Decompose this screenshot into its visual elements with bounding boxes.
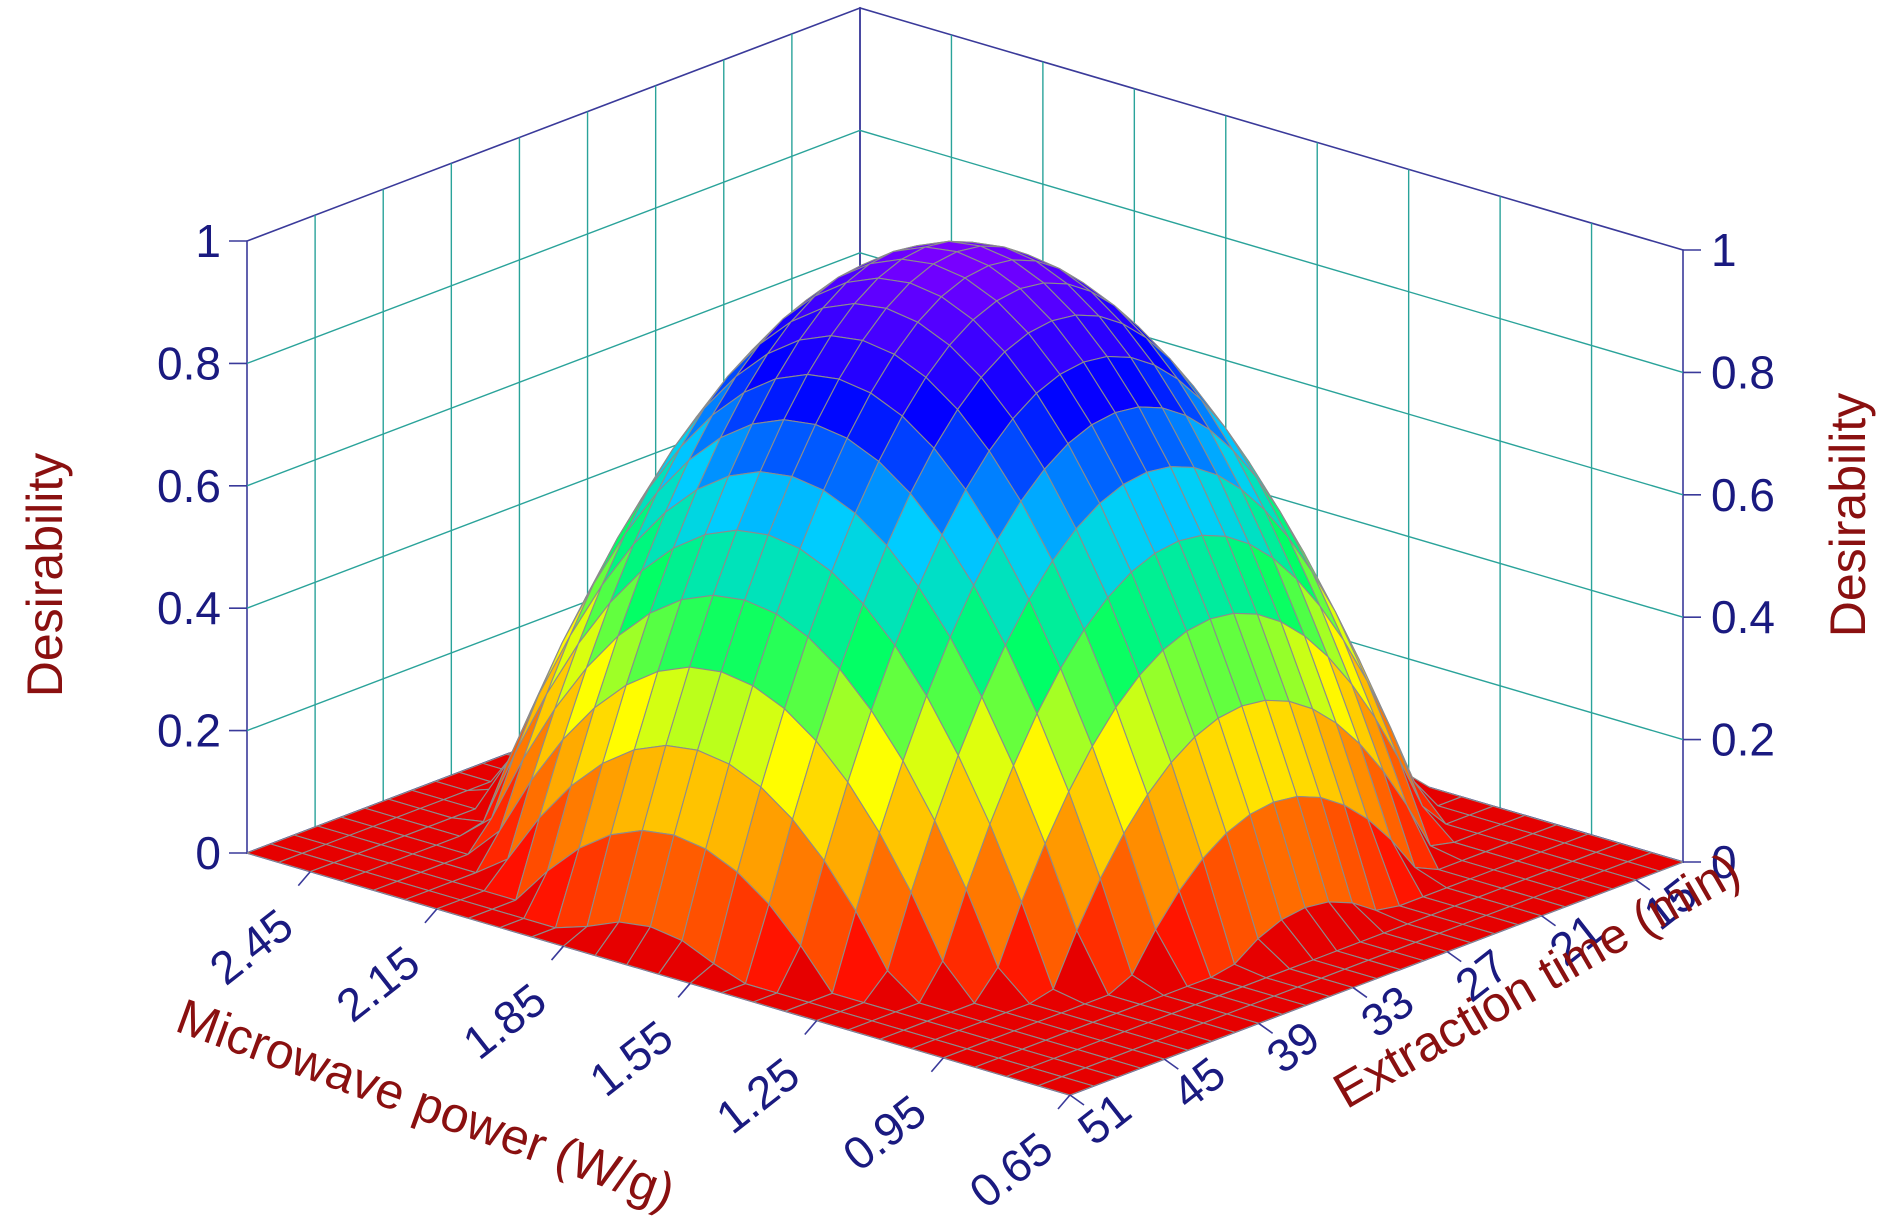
z-tick-label-right: 0.4 [1711,591,1775,643]
y-tick-label: 45 [1162,1047,1234,1119]
z-tick-label-right: 0.2 [1711,714,1775,766]
x-tick [930,1057,944,1073]
z-tick-label-left: 0.8 [157,337,221,389]
z-axis-title-right: Desirability [1820,393,1876,638]
response-surface [245,240,1685,1096]
z-tick-label-right: 0.8 [1711,346,1775,398]
y-tick [1163,1058,1179,1070]
z-tick-label-right: 0 [1711,836,1737,888]
z-tick-label-right: 0.6 [1711,469,1775,521]
x-tick [424,908,438,924]
z-tick-label-left: 0 [195,827,221,879]
z-tick-label-left: 0.4 [157,582,221,634]
z-tick-label-left: 0.6 [157,460,221,512]
x-tick-label: 2.45 [200,899,303,995]
y-tick [1069,1094,1085,1106]
y-tick [1446,950,1462,963]
y-tick-label: 39 [1257,1011,1329,1083]
y-tick [1352,986,1368,999]
z-tick-label-left: 1 [195,215,221,267]
z-axis-title-left: Desirability [17,453,73,698]
y-tick [1258,1022,1274,1034]
x-tick-label: 1.55 [580,1010,683,1106]
z-tick-label-right: 1 [1711,224,1737,276]
x-tick-label: 1.25 [706,1047,809,1143]
y-tick [1635,879,1651,891]
z-tick-label-left: 0.2 [157,705,221,757]
x-tick-label: 0.65 [960,1122,1063,1218]
x-tick [1057,1094,1071,1110]
surface-cell [1036,1076,1096,1096]
x-tick-label: 0.95 [833,1085,936,1181]
x-tick-label: 2.15 [326,936,429,1032]
x-tick-label: 1.85 [453,973,556,1069]
x-tick [550,945,565,961]
x-axis-title: Microwave power (W/g) [170,988,683,1220]
x-tick [297,871,311,887]
y-tick [1541,915,1557,927]
y-tick-label: 51 [1068,1082,1140,1154]
x-tick [804,1020,818,1036]
x-tick [677,982,691,998]
